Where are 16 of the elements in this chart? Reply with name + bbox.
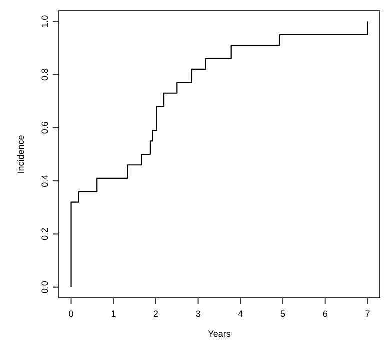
y-tick-label: 0.8 xyxy=(40,68,50,82)
x-tick-label: 5 xyxy=(280,309,286,319)
x-tick-label: 4 xyxy=(238,309,244,319)
x-tick-label: 6 xyxy=(322,309,328,319)
y-tick-label: 1.0 xyxy=(40,15,50,28)
y-tick-label: 0.2 xyxy=(40,228,50,240)
y-axis-title: Incidence xyxy=(16,135,26,174)
x-axis-title: Years xyxy=(208,329,232,339)
y-tick-label: 0.6 xyxy=(40,122,50,134)
y-tick-label: 0.0 xyxy=(40,281,50,294)
x-tick-label: 1 xyxy=(111,309,116,319)
x-tick-label: 3 xyxy=(196,309,201,319)
x-tick-label: 7 xyxy=(365,309,370,319)
x-tick-label: 2 xyxy=(153,309,158,319)
x-tick-label: 0 xyxy=(68,309,74,319)
y-tick-label: 0.4 xyxy=(40,174,50,188)
